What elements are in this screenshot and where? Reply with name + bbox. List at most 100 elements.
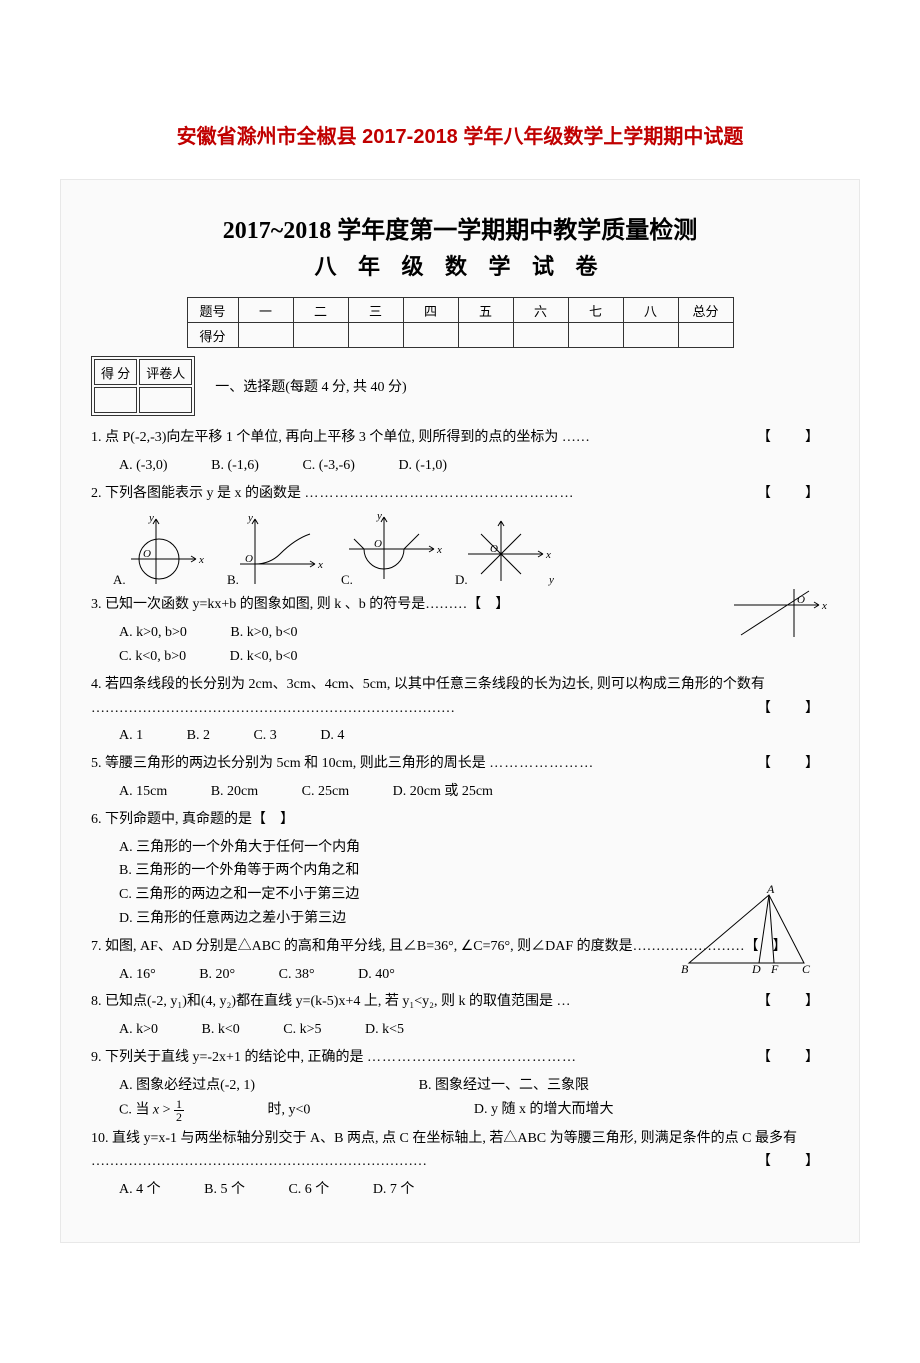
svg-text:A.: A. — [113, 572, 126, 587]
col-3: 三 — [348, 298, 403, 323]
main-title: 2017~2018 学年度第一学期期中教学质量检测 — [91, 210, 829, 245]
question-6: 6. 下列命题中, 真命题的是【 】 — [91, 808, 829, 832]
score-header-num: 题号 — [187, 298, 238, 323]
document-title: 安徽省滁州市全椒县 2017-2018 学年八年级数学上学期期中试题 — [60, 120, 860, 149]
svg-text:C.: C. — [341, 572, 353, 587]
col-total: 总分 — [678, 298, 733, 323]
score-header-score: 得分 — [187, 323, 238, 348]
q7-triangle-icon: A B D F C — [669, 885, 819, 975]
q8-options: A. k>0 B. k<0 C. k>5 D. k<5 — [91, 1018, 829, 1042]
q7-opt-c: C. 38° — [279, 963, 315, 987]
grader-name: 评卷人 — [139, 359, 192, 385]
q8-opt-c: C. k>5 — [283, 1018, 321, 1042]
svg-text:x: x — [198, 554, 204, 566]
q8-opt-b: B. k<0 — [202, 1018, 240, 1042]
q8-opt-a: A. k>0 — [119, 1018, 158, 1042]
grader-score: 得 分 — [94, 359, 137, 385]
svg-text:y: y — [247, 512, 253, 524]
svg-text:x: x — [436, 544, 442, 556]
q9-text: 9. 下列关于直线 y=-2x+1 的结论中, 正确的是 — [91, 1050, 363, 1065]
question-10: 10. 直线 y=x-1 与两坐标轴分别交于 A、B 两点, 点 C 在坐标轴上… — [91, 1127, 829, 1175]
q5-opt-a: A. 15cm — [119, 780, 167, 804]
q10-opt-a: A. 4 个 — [119, 1178, 161, 1202]
q1-text: 1. 点 P(-2,-3)向左平移 1 个单位, 再向上平移 3 个单位, 则所… — [91, 430, 590, 445]
q3-opt-c: C. k<0, b>0 — [119, 645, 186, 669]
svg-text:B.: B. — [227, 572, 239, 587]
svg-text:D.: D. — [455, 572, 468, 587]
q6-text: 6. 下列命题中, 真命题的是 — [91, 812, 252, 827]
svg-text:O: O — [245, 553, 253, 565]
col-8: 八 — [623, 298, 678, 323]
q3-opt-b: B. k>0, b<0 — [230, 621, 297, 645]
svg-text:y: y — [148, 512, 154, 524]
col-6: 六 — [513, 298, 568, 323]
svg-text:O: O — [490, 543, 498, 555]
svg-text:F: F — [770, 962, 779, 975]
answer-bracket: 【 】 — [757, 697, 829, 721]
q4-opt-a: A. 1 — [119, 724, 143, 748]
q5-opt-b: B. 20cm — [211, 780, 258, 804]
svg-text:A: A — [766, 885, 775, 896]
graph-a-icon: O x y A. — [111, 509, 221, 589]
q6-opt-a: A. 三角形的一个外角大于任何一个内角 — [119, 836, 360, 860]
col-1: 一 — [238, 298, 293, 323]
svg-text:y: y — [376, 510, 382, 522]
question-7: 7. 如图, AF、AD 分别是△ABC 的高和角平分线, 且∠B=36°, ∠… — [91, 935, 829, 959]
q5-text: 5. 等腰三角形的两边长分别为 5cm 和 10cm, 则此三角形的周长是 — [91, 756, 486, 771]
q3-graph-icon: O x — [729, 587, 829, 642]
q1-opt-c: C. (-3,-6) — [302, 454, 355, 478]
q7-text: 7. 如图, AF、AD 分别是△ABC 的高和角平分线, 且∠B=36°, ∠… — [91, 939, 745, 954]
q4-opt-b: B. 2 — [187, 724, 210, 748]
q10-text: 10. 直线 y=x-1 与两坐标轴分别交于 A、B 两点, 点 C 在坐标轴上… — [91, 1131, 797, 1170]
q10-opt-c: C. 6 个 — [288, 1178, 329, 1202]
q1-opt-d: D. (-1,0) — [398, 454, 447, 478]
answer-bracket: 【 】 — [757, 752, 829, 776]
sub-title: 八 年 级 数 学 试 卷 — [91, 249, 829, 281]
graph-c-icon: O x y C. — [339, 509, 449, 589]
graph-b-icon: O x y B. — [225, 509, 335, 589]
q9-options: A. 图象必经过点(-2, 1) B. 图象经过一、二、三象限 C. 当 x >… — [91, 1074, 829, 1123]
q1-options: A. (-3,0) B. (-1,6) C. (-3,-6) D. (-1,0) — [91, 454, 829, 478]
q10-opt-d: D. 7 个 — [373, 1178, 415, 1202]
q7-opt-b: B. 20° — [199, 963, 235, 987]
q4-opt-c: C. 3 — [253, 724, 276, 748]
question-8: 8. 已知点(-2, y₁)和(4, y₂)都在直线 y=(k-5)x+4 上,… — [91, 990, 829, 1014]
grader-box: 得 分 评卷人 — [91, 356, 195, 416]
q5-opt-c: C. 25cm — [302, 780, 349, 804]
section-1-title: 一、选择题(每题 4 分, 共 40 分) — [215, 376, 406, 396]
svg-text:C: C — [802, 962, 811, 975]
q8-text: 8. 已知点(-2, y₁)和(4, y₂)都在直线 y=(k-5)x+4 上,… — [91, 994, 571, 1009]
q5-options: A. 15cm B. 20cm C. 25cm D. 20cm 或 25cm — [91, 780, 829, 804]
score-table: 题号 一 二 三 四 五 六 七 八 总分 得分 — [187, 297, 734, 348]
q9-opt-d: D. y 随 x 的增大而增大 — [474, 1098, 614, 1122]
svg-text:O: O — [143, 548, 151, 560]
q7-opt-d: D. 40° — [358, 963, 395, 987]
answer-bracket: 【 】 — [757, 426, 829, 450]
svg-text:O: O — [797, 594, 805, 606]
q4-text: 4. 若四条线段的长分别为 2cm、3cm、4cm、5cm, 以其中任意三条线段… — [91, 677, 765, 716]
answer-bracket: 【 】 — [757, 1046, 829, 1070]
q9-opt-b: B. 图象经过一、二、三象限 — [419, 1074, 589, 1098]
question-2: 2. 下列各图能表示 y 是 x 的函数是 ………………………………………………… — [91, 482, 829, 506]
q9-opt-a: A. 图象必经过点(-2, 1) — [119, 1074, 255, 1098]
svg-text:O: O — [374, 538, 382, 550]
q3-opt-a: A. k>0, b>0 — [119, 621, 187, 645]
q10-opt-b: B. 5 个 — [204, 1178, 245, 1202]
col-5: 五 — [458, 298, 513, 323]
answer-bracket: 【 】 — [757, 990, 829, 1014]
col-7: 七 — [568, 298, 623, 323]
graph-d-icon: O x y D. — [453, 509, 563, 589]
svg-text:x: x — [545, 549, 551, 561]
svg-text:x: x — [821, 600, 827, 612]
q9-opt-c: C. 当 x > 12 时, y<0 — [119, 1098, 310, 1123]
question-5: 5. 等腰三角形的两边长分别为 5cm 和 10cm, 则此三角形的周长是 ……… — [91, 752, 829, 776]
svg-text:D: D — [751, 962, 761, 975]
q6-opt-c: C. 三角形的两边之和一定不小于第三边 — [119, 883, 359, 907]
q6-opt-b: B. 三角形的一个外角等于两个内角之和 — [119, 859, 359, 883]
question-4: 4. 若四条线段的长分别为 2cm、3cm、4cm、5cm, 以其中任意三条线段… — [91, 673, 829, 721]
q6-opt-d: D. 三角形的任意两边之差小于第三边 — [119, 907, 346, 931]
q7-opt-a: A. 16° — [119, 963, 156, 987]
svg-text:B: B — [681, 962, 689, 975]
svg-text:x: x — [317, 559, 323, 571]
q3-text: 3. 已知一次函数 y=kx+b 的图象如图, 则 k 、b 的符号是……… — [91, 597, 467, 612]
